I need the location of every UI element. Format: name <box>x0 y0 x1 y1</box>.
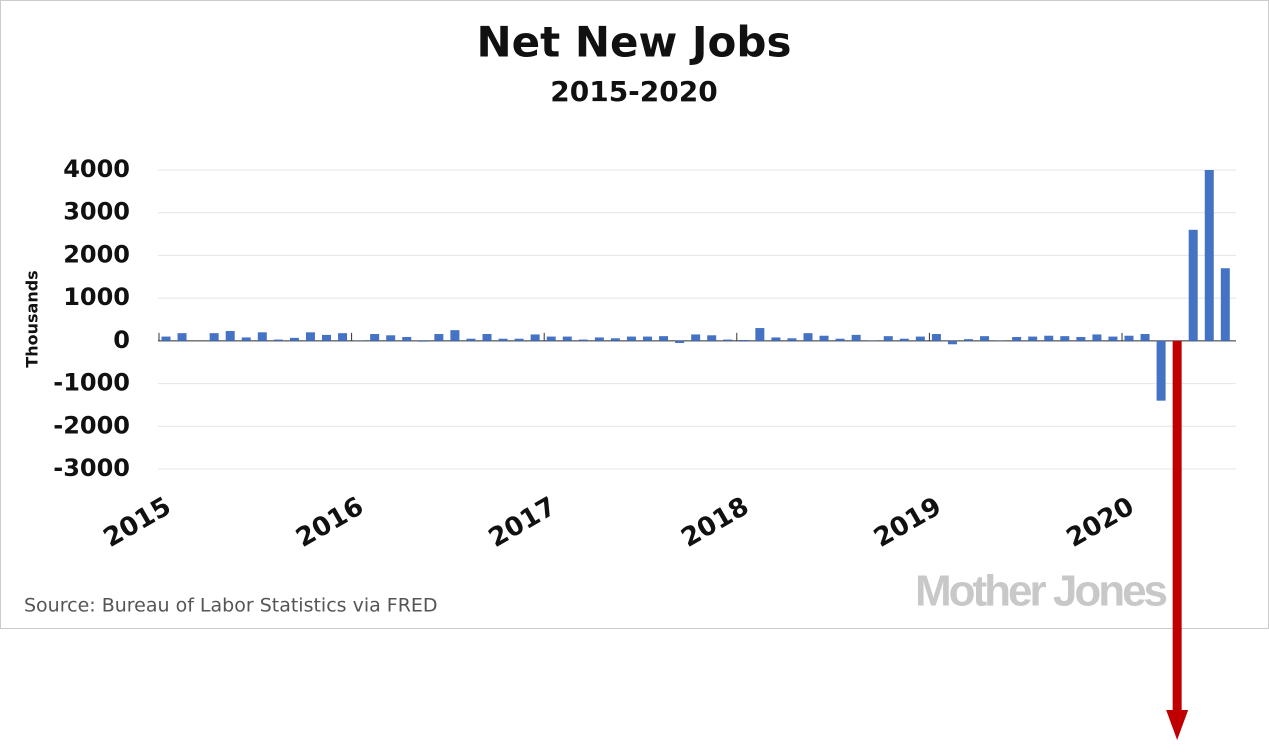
bar <box>434 334 444 341</box>
bar <box>402 337 412 341</box>
bar <box>1060 336 1070 341</box>
bar <box>739 340 749 341</box>
chart-frame <box>0 0 1269 629</box>
bar <box>1188 229 1198 341</box>
bar <box>482 334 492 341</box>
y-tick-label: -2000 <box>53 411 130 439</box>
bar <box>466 338 476 341</box>
bar <box>643 336 652 341</box>
chart-title: Net New Jobs <box>477 18 792 67</box>
bar <box>691 334 701 341</box>
bar <box>1172 340 1182 718</box>
bar <box>498 338 508 341</box>
bar <box>578 339 588 341</box>
bar <box>819 335 829 341</box>
y-tick-label: -1000 <box>53 369 130 397</box>
bar <box>964 339 973 341</box>
bar <box>835 338 845 341</box>
bar <box>514 338 524 341</box>
bar <box>1012 337 1022 341</box>
bar <box>915 336 925 341</box>
bar <box>803 333 813 341</box>
bar <box>980 336 990 341</box>
bar <box>1156 340 1166 401</box>
logo: Mother Jones <box>915 567 1167 616</box>
bar <box>338 333 348 341</box>
bar <box>610 338 620 341</box>
bar <box>546 336 556 341</box>
bar <box>883 336 893 341</box>
bar <box>1140 334 1150 341</box>
bar <box>675 340 685 343</box>
bar <box>1028 336 1038 341</box>
bar <box>289 337 299 341</box>
bar <box>530 334 540 341</box>
bar <box>594 337 604 341</box>
bar <box>305 332 315 341</box>
bar <box>787 338 797 341</box>
y-tick-label: -3000 <box>53 454 130 482</box>
bar <box>209 333 219 341</box>
bar <box>225 331 235 341</box>
bar <box>370 334 380 341</box>
bar <box>947 340 957 345</box>
bar <box>1092 334 1102 341</box>
bar <box>707 335 717 341</box>
bar <box>931 334 941 341</box>
bar <box>1220 268 1230 341</box>
bar <box>1108 336 1118 341</box>
bar <box>273 339 283 341</box>
bar-arrowhead <box>1166 710 1189 740</box>
bar <box>562 336 572 341</box>
bar <box>386 335 396 341</box>
bar <box>257 332 267 341</box>
bar <box>418 340 428 342</box>
bar <box>241 337 251 341</box>
bar <box>1204 170 1214 341</box>
y-axis-label: Thousands <box>23 270 42 367</box>
y-tick-label: 2000 <box>63 240 130 268</box>
bar <box>177 333 187 341</box>
bar <box>723 339 733 341</box>
source-note: Source: Bureau of Labor Statistics via F… <box>24 595 438 617</box>
bar <box>771 337 781 341</box>
bar <box>755 328 765 341</box>
bar <box>161 336 171 341</box>
bar <box>626 336 636 341</box>
bar <box>1076 337 1086 341</box>
bar <box>322 334 331 341</box>
bar <box>450 330 460 341</box>
bar <box>899 338 909 341</box>
chart-subtitle: 2015-2020 <box>550 75 717 108</box>
bar <box>1044 335 1054 341</box>
y-tick-label: 3000 <box>63 198 130 226</box>
y-tick-label: 1000 <box>63 283 130 311</box>
bar <box>1124 335 1134 341</box>
y-tick-label: 0 <box>113 326 130 354</box>
y-tick-label: 4000 <box>63 155 130 183</box>
bar <box>851 334 861 341</box>
bar <box>659 336 669 341</box>
